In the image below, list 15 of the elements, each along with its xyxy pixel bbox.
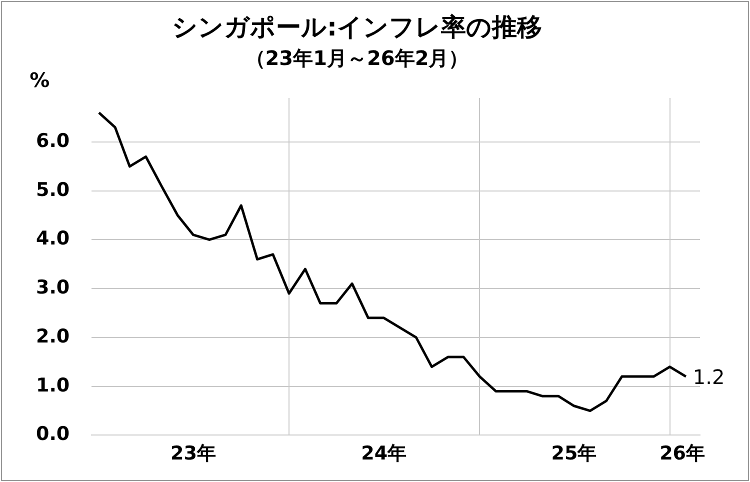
chart-title: シンガポール:インフレ率の推移 [172,12,542,42]
y-tick-label: 5.0 [36,178,70,201]
x-tick-label: 23年 [170,442,216,465]
x-tick-label: 24年 [361,442,407,465]
x-tick-label: 26年 [660,442,706,465]
x-tick-label: 25年 [551,442,597,465]
y-axis-title: % [30,68,50,92]
annotation: 1.2 [692,364,725,389]
y-tick-label: 6.0 [36,130,70,152]
y-tick-label: 1.0 [36,374,70,396]
y-tick-label: 3.0 [36,276,70,299]
chart-subtitle: （23年1月～26年2月） [245,46,469,70]
y-tick-label: 0.0 [36,423,70,446]
y-tick-label: 2.0 [36,325,70,348]
y-tick-label: 4.0 [36,228,70,250]
